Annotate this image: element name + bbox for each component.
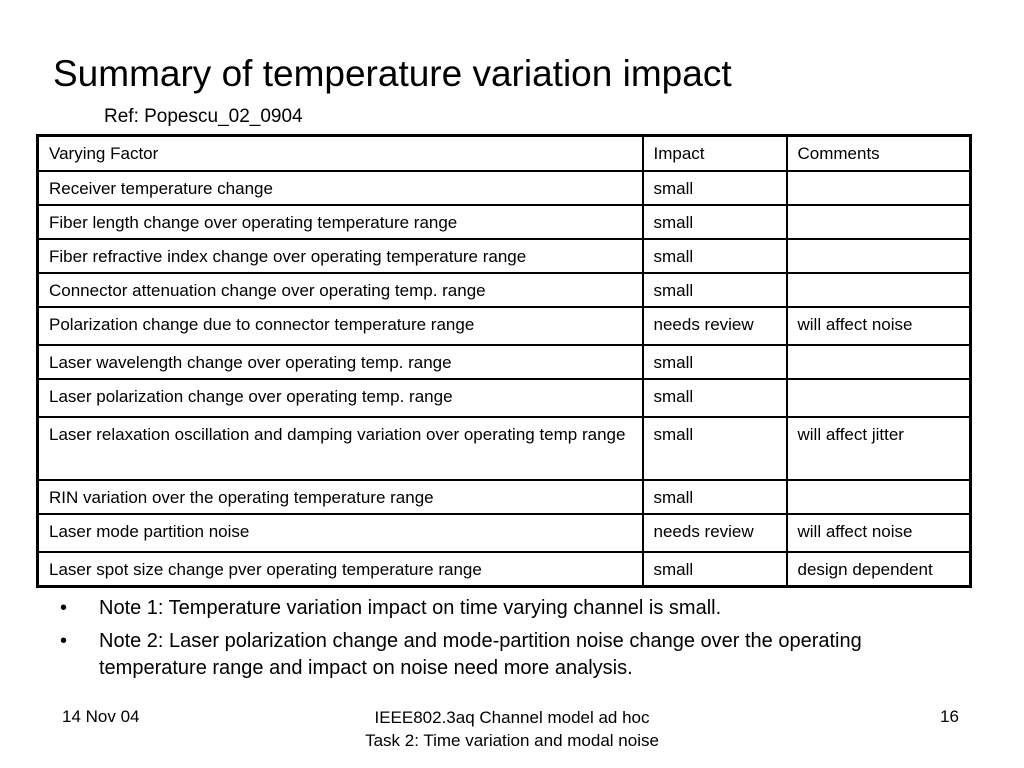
table-row: Laser relaxation oscillation and damping… [36, 415, 972, 481]
page-number: 16 [940, 707, 959, 726]
factor-cell: Laser polarization change over operating… [36, 377, 644, 418]
table-row: Laser polarization change over operating… [36, 377, 972, 418]
bullet-icon: • [60, 630, 68, 652]
impact-cell: small [641, 343, 788, 380]
comment-cell: will affect noise [785, 305, 972, 346]
footer-date: 14 Nov 04 [62, 707, 140, 726]
header-comments: Comments [785, 134, 972, 172]
comment-cell [785, 478, 972, 515]
note-item: • Note 2: Laser polarization change and … [60, 628, 960, 682]
comment-cell: design dependent [785, 550, 972, 587]
comment-cell [785, 169, 972, 206]
table-row: Laser mode partition noise needs review … [36, 512, 972, 553]
factor-cell: Connector attenuation change over operat… [36, 271, 644, 308]
factor-cell: Laser wavelength change over operating t… [36, 343, 644, 380]
impact-cell: needs review [641, 512, 788, 553]
comment-cell [785, 377, 972, 418]
impact-cell: small [641, 550, 788, 587]
notes-list: • Note 1: Temperature variation impact o… [60, 595, 960, 688]
table-row: Laser wavelength change over operating t… [36, 343, 972, 380]
factor-cell: Polarization change due to connector tem… [36, 305, 644, 346]
table-row: Connector attenuation change over operat… [36, 271, 972, 308]
factor-cell: Laser mode partition noise [36, 512, 644, 553]
impact-cell: small [641, 169, 788, 206]
impact-cell: small [641, 377, 788, 418]
impact-cell: small [641, 237, 788, 274]
impact-cell: small [641, 203, 788, 240]
footer-title: IEEE802.3aq Channel model ad hoc Task 2:… [312, 706, 712, 752]
summary-table: Varying Factor Impact Comments Receiver … [36, 134, 972, 588]
table-row: Receiver temperature change small [36, 169, 972, 206]
comment-cell: will affect jitter [785, 415, 972, 481]
reference-label: Ref: Popescu_02_0904 [104, 106, 303, 127]
factor-cell: RIN variation over the operating tempera… [36, 478, 644, 515]
impact-cell: small [641, 415, 788, 481]
impact-cell: small [641, 271, 788, 308]
factor-cell: Laser spot size change pver operating te… [36, 550, 644, 587]
table-row: RIN variation over the operating tempera… [36, 478, 972, 515]
factor-cell: Receiver temperature change [36, 169, 644, 206]
comment-cell [785, 271, 972, 308]
slide-title: Summary of temperature variation impact [53, 53, 732, 94]
header-varying-factor: Varying Factor [36, 134, 644, 172]
comment-cell [785, 343, 972, 380]
factor-cell: Fiber refractive index change over opera… [36, 237, 644, 274]
header-impact: Impact [641, 134, 788, 172]
table-row: Polarization change due to connector tem… [36, 305, 972, 346]
comment-cell: will affect noise [785, 512, 972, 553]
impact-cell: needs review [641, 305, 788, 346]
note-text: Note 1: Temperature variation impact on … [99, 597, 722, 619]
table-row: Fiber length change over operating tempe… [36, 203, 972, 240]
table-header-row: Varying Factor Impact Comments [36, 134, 972, 172]
comment-cell [785, 203, 972, 240]
factor-cell: Fiber length change over operating tempe… [36, 203, 644, 240]
note-text: Note 2: Laser polarization change and mo… [99, 630, 862, 679]
bullet-icon: • [60, 597, 68, 619]
note-item: • Note 1: Temperature variation impact o… [60, 595, 960, 622]
factor-cell: Laser relaxation oscillation and damping… [36, 415, 644, 481]
table-row: Laser spot size change pver operating te… [36, 550, 972, 587]
footer-title-line2: Task 2: Time variation and modal noise [365, 731, 659, 750]
impact-cell: small [641, 478, 788, 515]
comment-cell [785, 237, 972, 274]
table-row: Fiber refractive index change over opera… [36, 237, 972, 274]
footer-title-line1: IEEE802.3aq Channel model ad hoc [374, 708, 650, 727]
